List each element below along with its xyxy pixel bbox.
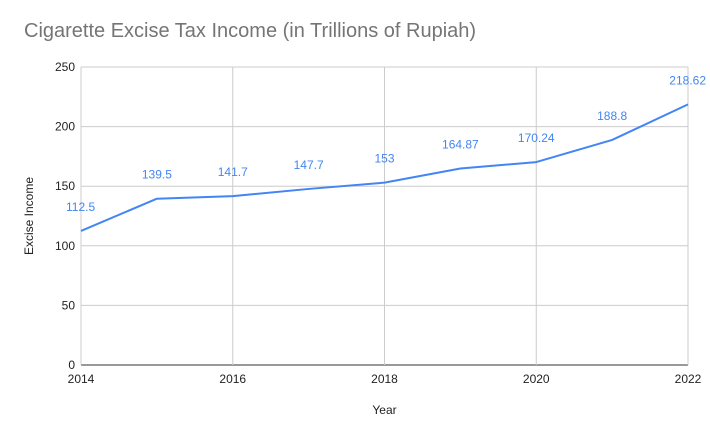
data-label: 141.7	[218, 165, 248, 179]
y-tick-label: 100	[55, 239, 75, 253]
y-axis-title: Excise Income	[22, 177, 36, 255]
grid-lines	[80, 66, 689, 366]
data-label: 188.8	[597, 109, 627, 123]
data-label: 147.7	[294, 158, 324, 172]
y-tick-label: 0	[68, 358, 75, 372]
data-labels: 112.5 139.5 141.7 147.7 153 164.87 170.24 188.8…	[66, 73, 706, 213]
data-label: 139.5	[142, 168, 172, 182]
x-tick-label: 2018	[371, 372, 398, 386]
x-tick-label: 2014	[68, 372, 95, 386]
x-axis-title: Year	[372, 403, 396, 417]
data-label: 170.24	[518, 131, 555, 145]
data-label: 112.5	[66, 200, 95, 214]
series-line	[80, 103, 689, 232]
x-tick-label: 2016	[219, 372, 246, 386]
data-label: 164.87	[442, 137, 479, 151]
y-tick-label: 50	[62, 298, 76, 312]
y-tick-label: 200	[55, 120, 75, 134]
x-tick-label: 2020	[523, 372, 550, 386]
x-tick-label: 2022	[675, 372, 702, 386]
data-label: 218.62	[669, 73, 706, 87]
y-tick-labels: 0 50 100 150 200 250	[55, 60, 75, 372]
series-polyline	[80, 103, 689, 232]
y-tick-label: 150	[55, 179, 75, 193]
y-tick-label: 250	[55, 60, 75, 74]
data-label: 153	[374, 152, 394, 166]
x-tick-labels: 2014 2016 2018 2020 2022	[68, 372, 702, 386]
chart-title: Cigarette Excise Tax Income (in Trillion…	[24, 20, 477, 42]
